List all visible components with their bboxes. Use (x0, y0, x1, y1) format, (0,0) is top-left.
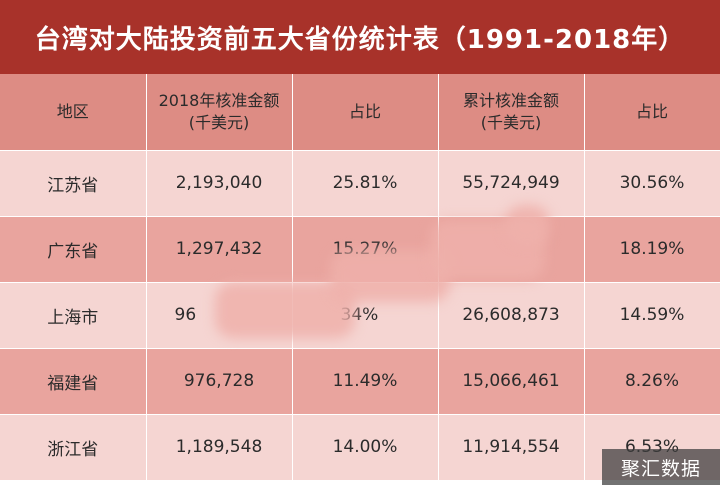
cell-cumulative: 55,724,949 (438, 150, 585, 217)
cell-region: 浙江省 (0, 414, 147, 481)
cell-region: 广东省 (0, 216, 147, 283)
cell-cumulative: 15,066,461 (438, 348, 585, 415)
header-amount-2018-unit: (千美元) (188, 112, 250, 132)
table-row: 江苏省 2,193,040 25.81% 55,724,949 30.56% (0, 150, 720, 217)
header-amount-2018: 2018年核准金额 (千美元) (146, 74, 293, 151)
header-row: 地区 2018年核准金额 (千美元) 占比 累计核准金额 (千美元) 占比 (0, 74, 720, 151)
redaction-blur (505, 205, 550, 245)
cell-share-cumulative: 30.56% (584, 150, 720, 217)
cell-share-cumulative: 8.26% (584, 348, 720, 415)
header-share-cumulative: 占比 (584, 74, 720, 151)
table-row: 浙江省 1,189,548 14.00% 11,914,554 6.53% (0, 414, 720, 481)
cell-region: 上海市 (0, 282, 147, 349)
cell-share-2018: 14.00% (292, 414, 439, 481)
cell-amount-2018-partial: 96 (174, 305, 197, 325)
watermark-badge: 聚汇数据 (602, 449, 720, 485)
header-region: 地区 (0, 74, 147, 151)
cell-amount-2018: 976,728 (146, 348, 293, 415)
cell-amount-2018: 1,189,548 (146, 414, 293, 481)
cell-cumulative: 26,608,873 (438, 282, 585, 349)
cell-share-cumulative: 14.59% (584, 282, 720, 349)
table-title: 台湾对大陆投资前五大省份统计表（1991-2018年） (0, 0, 720, 74)
cell-amount-2018: 1,297,432 (146, 216, 293, 283)
header-share-2018: 占比 (292, 74, 439, 151)
cell-share-cumulative: 18.19% (584, 216, 720, 283)
header-cumulative-label: 累计核准金额 (462, 90, 559, 110)
header-amount-2018-label: 2018年核准金额 (158, 90, 280, 110)
cell-cumulative: 11,914,554 (438, 414, 585, 481)
cell-region: 江苏省 (0, 150, 147, 217)
table-row: 福建省 976,728 11.49% 15,066,461 8.26% (0, 348, 720, 415)
cell-share-2018: 25.81% (292, 150, 439, 217)
cell-region: 福建省 (0, 348, 147, 415)
header-cumulative-unit: (千美元) (480, 112, 542, 132)
cell-share-2018: 11.49% (292, 348, 439, 415)
header-cumulative: 累计核准金额 (千美元) (438, 74, 585, 151)
cell-amount-2018: 2,193,040 (146, 150, 293, 217)
